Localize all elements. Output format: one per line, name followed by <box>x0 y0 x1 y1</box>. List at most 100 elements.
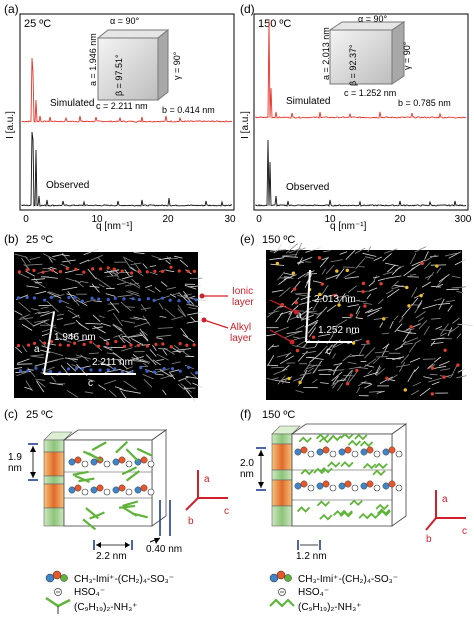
bond-line <box>316 310 325 316</box>
x-tick: 20 <box>162 214 174 225</box>
bond-line <box>103 282 112 289</box>
bond-line <box>106 275 118 277</box>
bond-line <box>438 273 450 283</box>
atom <box>32 268 36 272</box>
atom <box>295 348 300 353</box>
molecular-packing <box>266 242 473 397</box>
bond-line <box>67 291 76 302</box>
bond-line <box>456 375 467 379</box>
bond-line <box>112 312 123 327</box>
bond-line <box>128 333 142 338</box>
hso4-bead <box>81 488 89 496</box>
atom <box>49 339 54 344</box>
cation-bead <box>382 448 390 456</box>
bond-line <box>312 300 320 311</box>
legend-right: CH₃-Imi⁺-(CH₂)₄-SO₃⁻ HSO₄⁻ (C₉H₁₉)₂-NH₃⁺ <box>269 570 398 613</box>
atom <box>19 369 23 373</box>
bond-line <box>84 391 94 394</box>
bond-line <box>351 354 364 357</box>
cation-bead <box>112 458 120 466</box>
bond-line <box>385 357 401 360</box>
bond-line <box>191 298 207 302</box>
bond-line <box>409 274 417 276</box>
c-dimension: 1.252 nm <box>318 325 360 336</box>
bond-line <box>113 334 123 338</box>
hso4-bead <box>125 488 133 496</box>
bond-line <box>85 322 102 325</box>
bond-line <box>117 294 133 298</box>
bond-line <box>271 289 284 293</box>
bond-line <box>121 337 132 345</box>
bond-line <box>305 247 321 253</box>
bond-line <box>413 293 425 299</box>
atom <box>442 375 446 379</box>
alkyl-chain <box>298 436 312 444</box>
bond-line <box>375 366 382 375</box>
bond-line <box>177 308 186 318</box>
bond-line <box>19 314 30 319</box>
bond-line <box>177 348 192 351</box>
bond-line <box>436 267 442 274</box>
atom <box>99 267 103 271</box>
bond-line <box>339 251 348 255</box>
alkyl-chain <box>85 507 99 520</box>
bond-line <box>38 311 50 314</box>
height-dimension-label: 1.9 nm <box>8 452 22 474</box>
bond-line <box>119 388 128 392</box>
atom <box>443 348 447 352</box>
plot-frame <box>19 13 235 211</box>
bond-line <box>128 290 139 295</box>
atom <box>129 343 133 347</box>
bond-line <box>125 291 141 297</box>
x-axis-label: q [nm⁻¹] <box>96 221 133 232</box>
atom <box>136 343 141 348</box>
bond-line <box>31 308 39 311</box>
bond-line <box>434 298 442 302</box>
bond-line <box>336 294 349 298</box>
alkyl-chain <box>354 433 368 441</box>
bond-line <box>172 292 179 296</box>
bond-line <box>75 319 83 327</box>
molecule-layout <box>68 440 155 531</box>
hso4-icon <box>278 588 286 596</box>
c-axis-label: c <box>88 378 93 389</box>
x-tick: 30 <box>224 214 236 225</box>
bond-line <box>279 355 295 365</box>
bond-line <box>401 306 411 318</box>
bond-line <box>342 370 353 382</box>
bond-line <box>60 299 70 305</box>
bond-line <box>366 293 372 299</box>
bond-line <box>290 280 301 293</box>
bond-line <box>267 344 275 351</box>
text-line: nm <box>8 463 22 474</box>
bond-line <box>35 290 47 295</box>
bond-line <box>87 254 103 262</box>
bond-line <box>429 255 439 258</box>
axis-c: c <box>224 506 229 517</box>
alkyl-chain <box>327 461 341 468</box>
bond-line <box>22 316 34 327</box>
atom <box>291 271 296 275</box>
bond-line <box>25 270 35 277</box>
atom <box>66 343 70 347</box>
bond-line <box>31 355 45 359</box>
atom <box>345 268 349 273</box>
bond-line <box>173 344 180 350</box>
bond-line <box>32 320 48 327</box>
bond-line <box>67 309 81 319</box>
bond-line <box>313 361 322 373</box>
cation-bead <box>338 448 346 456</box>
bond-line <box>181 350 191 358</box>
hso4-bead <box>103 460 111 468</box>
x-tick: 0 <box>256 214 262 225</box>
bond-line <box>152 359 161 366</box>
atom <box>169 265 173 269</box>
sulfonate-bead <box>140 484 148 492</box>
alkyl-chain <box>315 433 330 440</box>
text-line: Alkyl <box>230 322 251 333</box>
bond-line <box>142 330 148 336</box>
text-line: 2.0 <box>240 458 254 469</box>
atom <box>137 269 141 273</box>
bond-line <box>387 374 398 382</box>
bond-line <box>286 243 299 254</box>
